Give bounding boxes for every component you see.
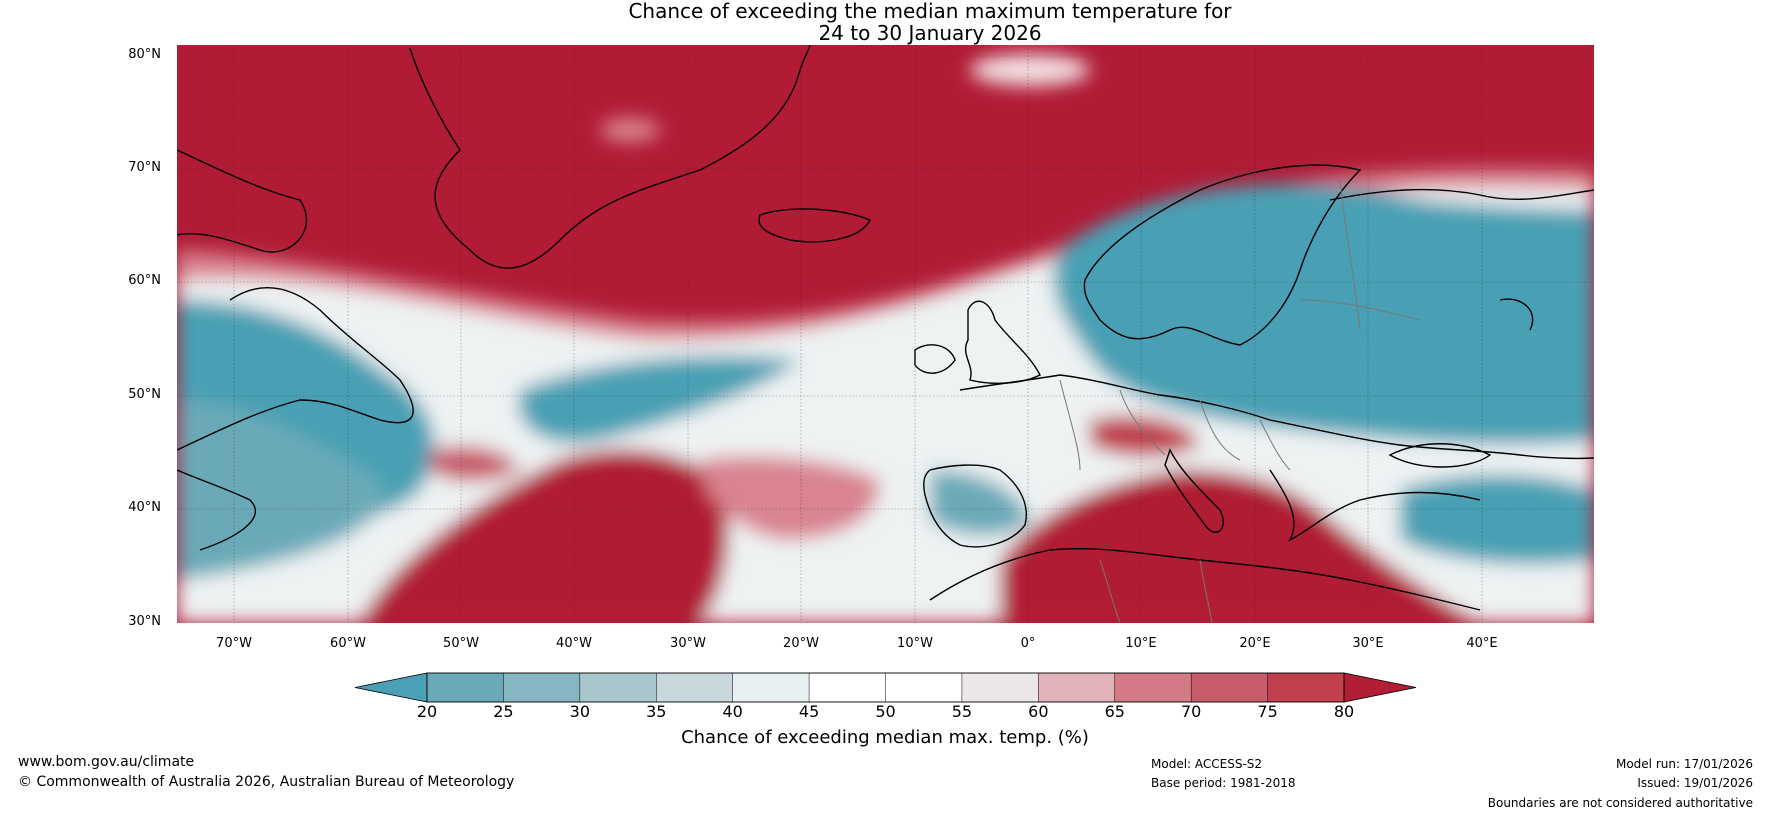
colorbar-segment-70-75 — [1190, 672, 1269, 703]
colorbar-segment-45-50 — [808, 672, 887, 703]
colorbar-tick-40: 40 — [722, 702, 743, 721]
colorbar-tick-80: 80 — [1333, 702, 1355, 721]
colorbar-segment-75-80 — [1267, 672, 1345, 703]
colorbar-tick-20: 20 — [416, 702, 438, 721]
colorbar-tick-25: 25 — [493, 702, 514, 721]
lon-label-10w: 10°W — [897, 636, 933, 651]
map-title-line-2: 24 to 30 January 2026 — [818, 21, 1042, 45]
colorbar-tick-60: 60 — [1028, 702, 1049, 721]
lon-label-70w: 70°W — [216, 636, 252, 651]
lat-label-70n: 70°N — [128, 160, 161, 175]
colorbar-segment-60-65 — [1038, 672, 1116, 703]
colorbar-segment-30-35 — [579, 672, 657, 703]
lat-label-80n: 80°N — [128, 47, 161, 62]
colorbar-tick-70: 70 — [1180, 702, 1202, 721]
lat-label-40n: 40°N — [128, 500, 161, 515]
colorbar-tick-45: 45 — [798, 702, 820, 721]
colorbar-segment-35-40 — [656, 672, 734, 703]
lon-label-60w: 60°W — [330, 636, 366, 651]
lon-label-40e: 40°E — [1466, 636, 1498, 651]
footer-issued: Issued: 19/01/2026 — [1637, 776, 1753, 790]
lon-label-20w: 20°W — [783, 636, 819, 651]
lon-label-30w: 30°W — [670, 636, 706, 651]
footer-model: Model: ACCESS-S2 — [1151, 757, 1263, 771]
colorbar-segment-20-25 — [426, 672, 505, 703]
colorbar-segment-25-30 — [503, 672, 581, 703]
country-boundaries — [1059, 179, 1421, 623]
lat-label-30n: 30°N — [128, 614, 161, 629]
map-title-line-1: Chance of exceeding the median maximum t… — [628, 0, 1232, 23]
colorbar-arrow-low — [354, 672, 428, 703]
lon-label-0: 0° — [1020, 636, 1036, 651]
colorbar-tick-55: 55 — [951, 702, 973, 721]
colorbar-tick-75: 75 — [1257, 702, 1278, 721]
lon-label-40w: 40°W — [556, 636, 592, 651]
colorbar-segment-55-60 — [961, 672, 1040, 703]
colorbar-label: Chance of exceeding median max. temp. (%… — [681, 727, 1089, 748]
colorbar-tick-50: 50 — [875, 702, 896, 721]
lon-label-30e: 30°E — [1352, 636, 1384, 651]
colorbar-tick-35: 35 — [646, 702, 667, 721]
lat-label-60n: 60°N — [128, 273, 161, 288]
colorbar-tick-30: 30 — [569, 702, 590, 721]
footer-copyright: © Commonwealth of Australia 2026, Austra… — [18, 774, 515, 790]
lon-label-20e: 20°E — [1239, 636, 1271, 651]
colorbar-segment-40-45 — [732, 672, 810, 703]
lat-label-50n: 50°N — [128, 387, 161, 402]
footer-url: www.bom.gov.au/climate — [18, 754, 195, 770]
lon-label-50w: 50°W — [443, 636, 479, 651]
footer-disclaimer: Boundaries are not considered authoritat… — [1487, 796, 1753, 810]
footer-model-run: Model run: 17/01/2026 — [1615, 757, 1753, 771]
colorbar-tick-65: 65 — [1104, 702, 1125, 721]
colorbar-segment-65-70 — [1114, 672, 1192, 703]
colorbar-arrow-high — [1343, 672, 1417, 703]
colorbar-segment-50-55 — [885, 672, 963, 703]
footer-base-period: Base period: 1981-2018 — [1151, 776, 1296, 790]
lon-label-10e: 10°E — [1125, 636, 1157, 651]
